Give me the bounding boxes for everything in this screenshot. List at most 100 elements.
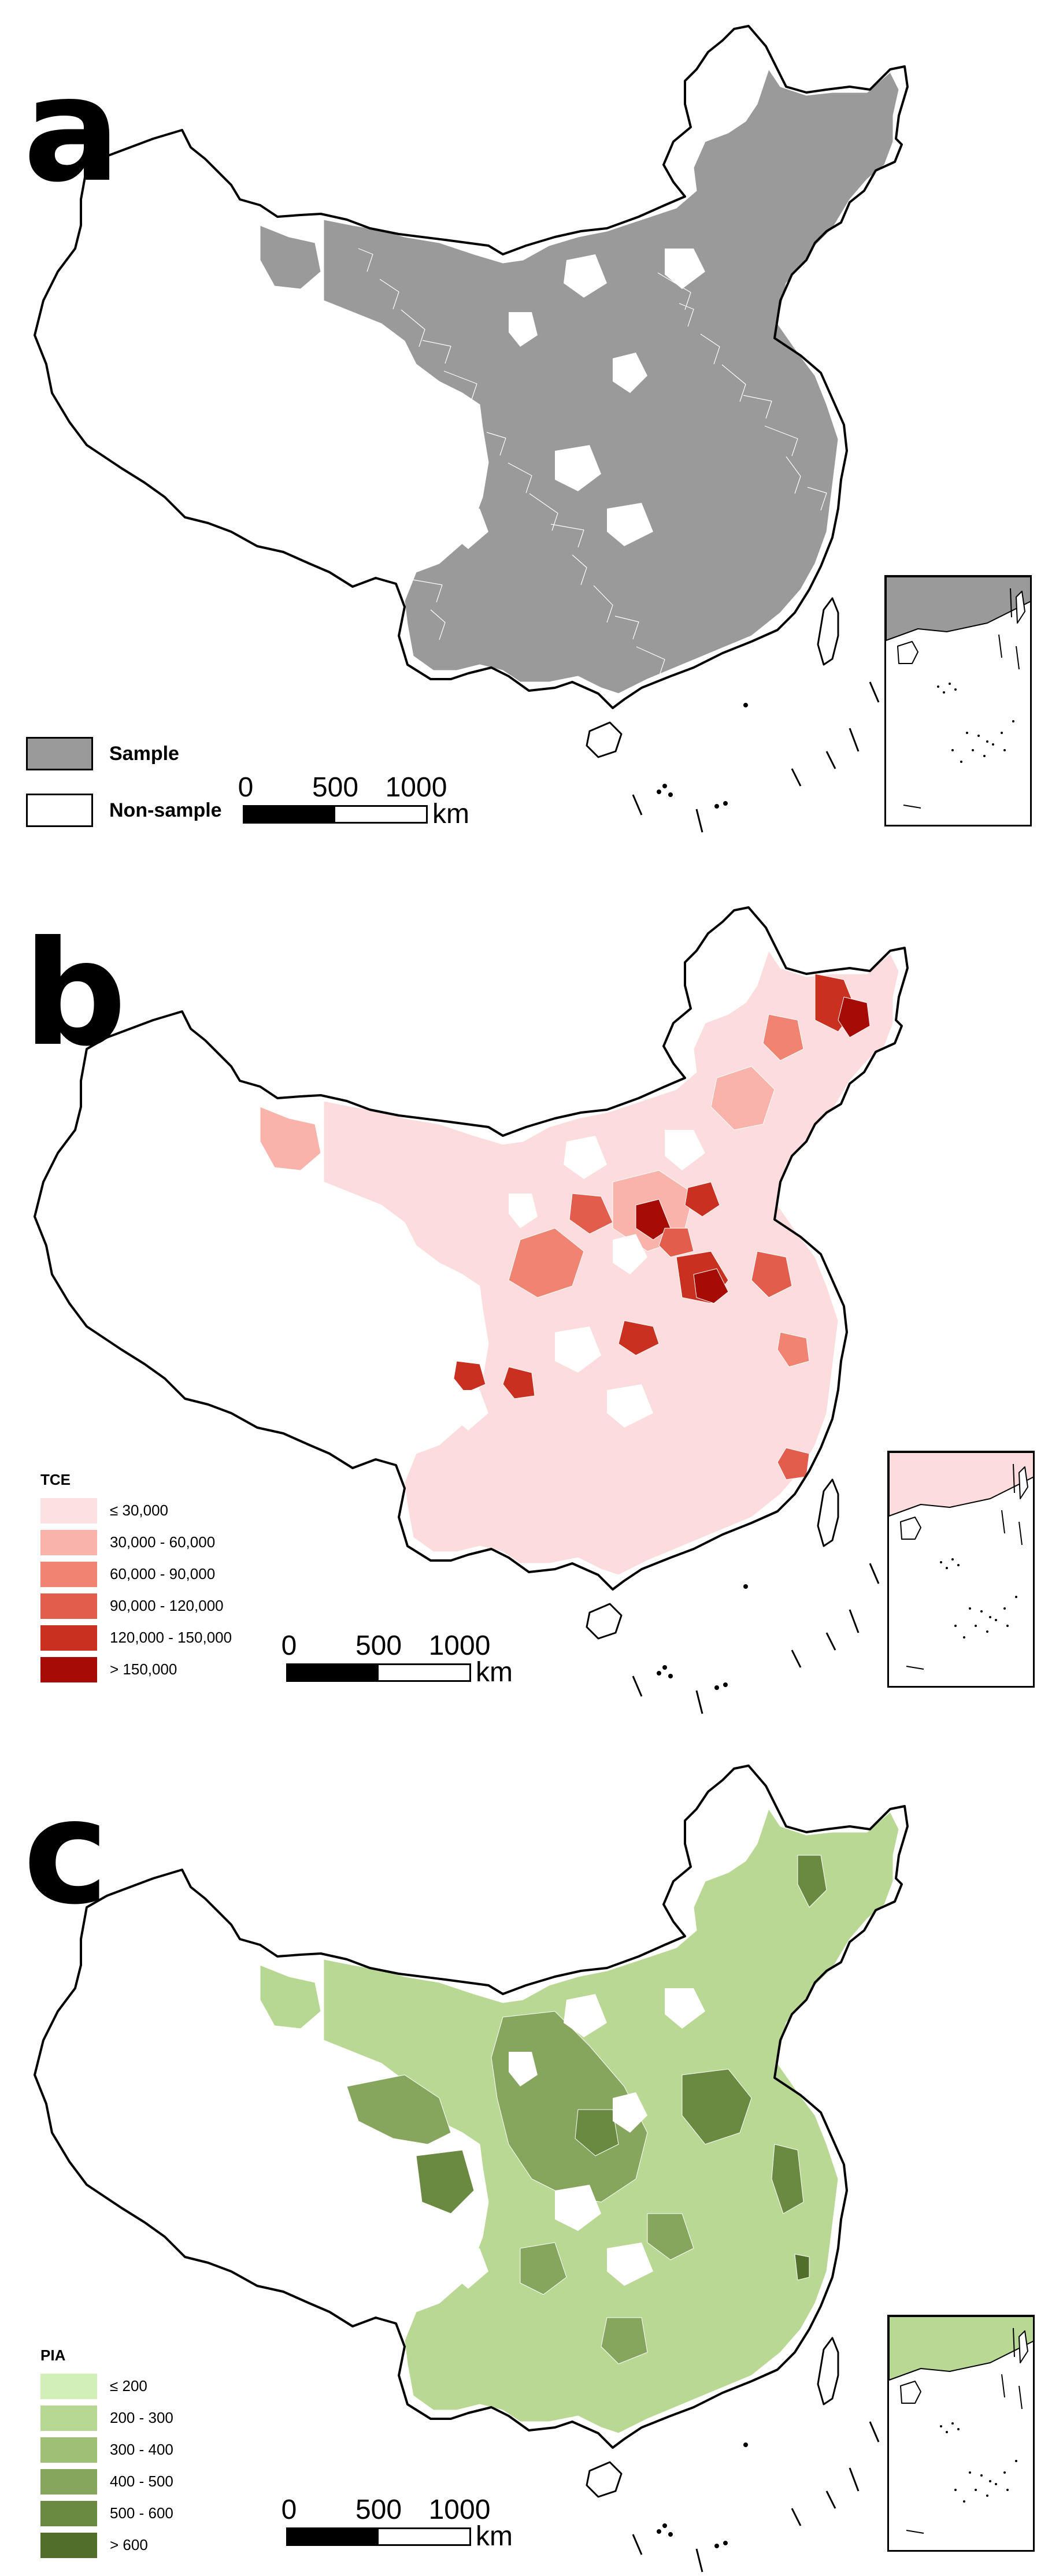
island-dot: [662, 2523, 667, 2528]
inset-boundary-dash: [1016, 646, 1020, 670]
boundary-dash: [825, 1632, 836, 1651]
region-class-patch: [508, 1228, 584, 1298]
non-sample-region: [555, 445, 601, 491]
panel-letter-a: a: [23, 46, 121, 214]
admin-boundary: [764, 425, 798, 457]
xinjiang-patch: [260, 225, 321, 290]
taiwan-island: [817, 597, 839, 666]
legend-swatch-sample: [26, 737, 93, 770]
island-dot: [657, 2529, 661, 2534]
legend-item: ≤ 200: [40, 2370, 173, 2402]
xinjiang-patch: [260, 1106, 321, 1171]
inset-boundary-dash: [998, 634, 1002, 658]
region-class-patch: [618, 1320, 660, 1356]
scale-tick: 0: [238, 772, 254, 803]
admin-boundary: [409, 579, 443, 603]
non-sample-region: [564, 254, 607, 298]
map-c[interactable]: [0, 1717, 1063, 2576]
legend-label: ≤ 200: [110, 2377, 147, 2395]
map-a[interactable]: [0, 0, 1063, 858]
admin-boundary: [614, 616, 639, 640]
non-sample-region: [613, 2092, 647, 2133]
region-class-patch: [520, 2242, 567, 2295]
inset-island: [963, 2500, 965, 2503]
legend-item: 400 - 500: [40, 2466, 173, 2497]
island-dot: [743, 1584, 748, 1589]
scale-tick: 500: [355, 2495, 402, 2525]
inset-taiwan: [1018, 1466, 1028, 1499]
region-class-patch: [681, 2069, 752, 2145]
admin-boundary: [572, 554, 587, 585]
admin-boundary: [807, 487, 827, 511]
region-class-patch: [635, 1199, 671, 1240]
country-outline: [34, 25, 909, 709]
admin-boundary: [700, 333, 720, 365]
non-sample-region: [509, 2052, 538, 2086]
legend-item: > 150,000: [40, 1654, 232, 1685]
region-class-patch: [684, 1181, 720, 1217]
inset-boundary-dash: [1001, 2374, 1005, 2398]
legend-label: 90,000 - 120,000: [110, 1597, 224, 1614]
admin-boundary: [465, 401, 480, 439]
island-dot: [743, 703, 748, 707]
boundary-dash: [849, 728, 860, 752]
non-sample-region: [607, 2243, 653, 2286]
inset-island: [951, 2422, 954, 2425]
legend-label: 200 - 300: [110, 2409, 173, 2426]
island-dot: [714, 804, 719, 809]
map-b[interactable]: [0, 858, 1063, 1717]
inset-boundary-dash: [1001, 1510, 1005, 1534]
legend-item: 30,000 - 60,000: [40, 1526, 232, 1558]
scale-unit: km: [432, 799, 469, 829]
inset-island: [1003, 749, 1006, 751]
inset-island: [980, 2474, 983, 2477]
inset-island: [992, 743, 994, 746]
admin-boundary: [486, 432, 506, 456]
legend-swatch: [40, 2437, 97, 2463]
non-sample-region: [607, 1384, 653, 1428]
map-group: [34, 1765, 909, 2573]
inset-island: [954, 1625, 957, 1627]
island-dot: [714, 2544, 719, 2548]
non-sample-region: [451, 509, 488, 549]
non-sample-region: [509, 1194, 538, 1228]
legend-label: 120,000 - 150,000: [110, 1629, 232, 1646]
inset-island: [1006, 2489, 1009, 2491]
region-class-patch: [601, 2317, 648, 2364]
scale-bar-b: 0 500 1000 km: [282, 1630, 529, 1688]
inset-island: [995, 2483, 997, 2485]
inset-island: [969, 1607, 971, 1610]
scale-tick: 1000: [428, 1630, 491, 1661]
legend-swatch: [40, 1498, 97, 1524]
admin-boundary: [358, 248, 373, 272]
island-dot: [668, 792, 673, 797]
legend-b: TCE ≤ 30,000 30,000 - 60,000 60,000 - 90…: [40, 1471, 232, 1685]
panel-letter-b: b: [23, 910, 127, 1078]
admin-boundary: [593, 585, 613, 623]
inset-island: [963, 1636, 965, 1639]
inset-island: [986, 2495, 988, 2497]
legend-label: > 150,000: [110, 1660, 177, 1678]
region-class-patch: [416, 2149, 475, 2214]
inset-coast: [886, 577, 1030, 641]
legend-c: PIA ≤ 200 200 - 300 300 - 400 400 - 500 …: [40, 2347, 173, 2561]
country-outline: [34, 1765, 909, 2449]
boundary-dash: [695, 1690, 703, 1714]
inset-island: [983, 755, 986, 757]
inset-coast: [889, 1452, 1033, 1517]
scale-graphic: [243, 805, 428, 824]
non-sample-region: [665, 249, 705, 289]
admin-boundary: [657, 272, 691, 310]
region-class-patch: [658, 1228, 694, 1258]
inset-island: [966, 732, 968, 734]
island-dot: [723, 801, 728, 806]
legend-swatch: [40, 2532, 97, 2558]
inset-hainan: [900, 2381, 921, 2404]
map-group: [34, 25, 909, 833]
admin-boundary: [721, 364, 746, 402]
island-dot: [668, 1674, 673, 1678]
scale-tick: 500: [312, 772, 359, 803]
inset-island: [1012, 720, 1014, 722]
inset-island: [946, 1567, 948, 1569]
scale-unit: km: [476, 1657, 513, 1688]
